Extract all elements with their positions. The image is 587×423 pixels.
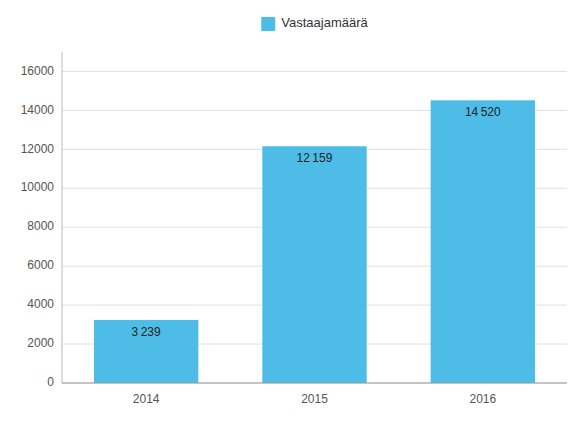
- y-axis-line: [62, 52, 63, 383]
- data-label: 14 520: [465, 105, 501, 119]
- legend: Vastaajamäärä: [261, 15, 368, 31]
- y-tick-label: 8000: [27, 219, 54, 233]
- y-tick-label: 10000: [21, 180, 55, 194]
- grid: [62, 71, 567, 383]
- legend-label: Vastaajamäärä: [281, 15, 368, 30]
- data-labels: 3 239 12 159 14 520: [132, 105, 501, 339]
- data-label: 12 159: [297, 151, 333, 165]
- bar: [431, 100, 535, 383]
- y-axis: 0 2000 4000 6000 8000 10000 12000 14000 16000: [21, 52, 62, 389]
- bar: [262, 146, 366, 383]
- bar: [94, 320, 198, 383]
- x-tick-label: 2014: [133, 392, 160, 406]
- grid-line: [62, 383, 567, 384]
- y-tick-label: 4000: [27, 297, 54, 311]
- x-axis-line: [62, 383, 567, 384]
- chart: 0 2000 4000 6000 8000 10000 12000 14000 16000 3 2…: [0, 0, 587, 423]
- y-tick-label: 2000: [27, 336, 54, 350]
- x-axis: 2014 2015 2016: [62, 383, 567, 406]
- y-tick-label: 14000: [21, 103, 55, 117]
- legend-swatch: [261, 17, 275, 31]
- data-label: 3 239: [132, 325, 161, 339]
- y-tick-label: 16000: [21, 64, 55, 78]
- y-tick-label: 12000: [21, 142, 55, 156]
- x-tick-label: 2016: [469, 392, 496, 406]
- y-tick-label: 6000: [27, 258, 54, 272]
- x-tick-label: 2015: [301, 392, 328, 406]
- grid-line: [62, 71, 567, 72]
- y-tick-label: 0: [47, 375, 54, 389]
- bars: [94, 100, 535, 383]
